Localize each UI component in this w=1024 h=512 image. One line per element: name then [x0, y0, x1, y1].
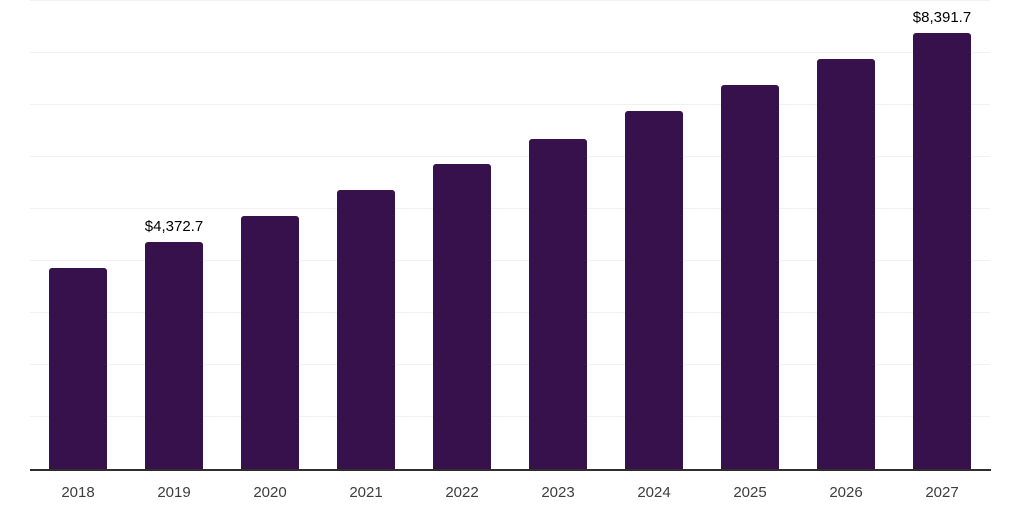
- plot-area: $4,372.7 $8,391.7: [30, 0, 990, 469]
- bar-slot-2018: [30, 1, 126, 469]
- gridline-7000: [30, 104, 990, 105]
- bars-row: $4,372.7 $8,391.7: [30, 1, 990, 469]
- bar-slot-2024: [606, 1, 702, 469]
- bar-slot-2026: [798, 1, 894, 469]
- gridline-3000: [30, 312, 990, 313]
- x-axis-label-2018: 2018: [61, 484, 95, 501]
- bar-2022: [433, 164, 491, 469]
- bar-slot-2025: [702, 1, 798, 469]
- x-axis-label-2021: 2021: [349, 484, 383, 501]
- gridline-4000: [30, 260, 990, 261]
- bar-2019: [145, 241, 203, 469]
- bar-2026: [817, 58, 875, 469]
- bar-2025: [721, 84, 779, 469]
- x-axis-label-2023: 2023: [541, 484, 575, 501]
- value-label-2027: $8,391.7: [912, 8, 972, 26]
- bar-slot-2020: [222, 1, 318, 469]
- value-label-2019: $4,372.7: [144, 217, 204, 235]
- x-axis-label-2022: 2022: [445, 484, 479, 501]
- bar-slot-2027: $8,391.7: [894, 1, 990, 469]
- bar-slot-2019: $4,372.7: [126, 1, 222, 469]
- x-axis-label-2027: 2027: [925, 484, 959, 501]
- bar-2020: [241, 216, 299, 469]
- gridline-1000: [30, 416, 990, 417]
- bar-2018: [49, 267, 107, 469]
- gridline-8000: [30, 52, 990, 53]
- x-axis-label-2025: 2025: [733, 484, 767, 501]
- gridline-2000: [30, 364, 990, 365]
- bar-2027: [913, 32, 971, 469]
- x-axis-labels: 2018 2019 2020 2021 2022 2023 2024 2025 2026 2027: [30, 484, 990, 501]
- gridline-6000: [30, 156, 990, 157]
- gridline-5000: [30, 208, 990, 209]
- bar-2024: [625, 110, 683, 469]
- bar-slot-2023: [510, 1, 606, 469]
- gridline-9000: [30, 0, 990, 1]
- x-axis-label-2019: 2019: [157, 484, 191, 501]
- bar-slot-2022: [414, 1, 510, 469]
- x-axis-label-2020: 2020: [253, 484, 287, 501]
- x-axis-label-2026: 2026: [829, 484, 863, 501]
- x-axis-line: [30, 469, 991, 471]
- bar-slot-2021: [318, 1, 414, 469]
- x-axis-label-2024: 2024: [637, 484, 671, 501]
- bar-2021: [337, 189, 395, 469]
- bar-2023: [529, 138, 587, 469]
